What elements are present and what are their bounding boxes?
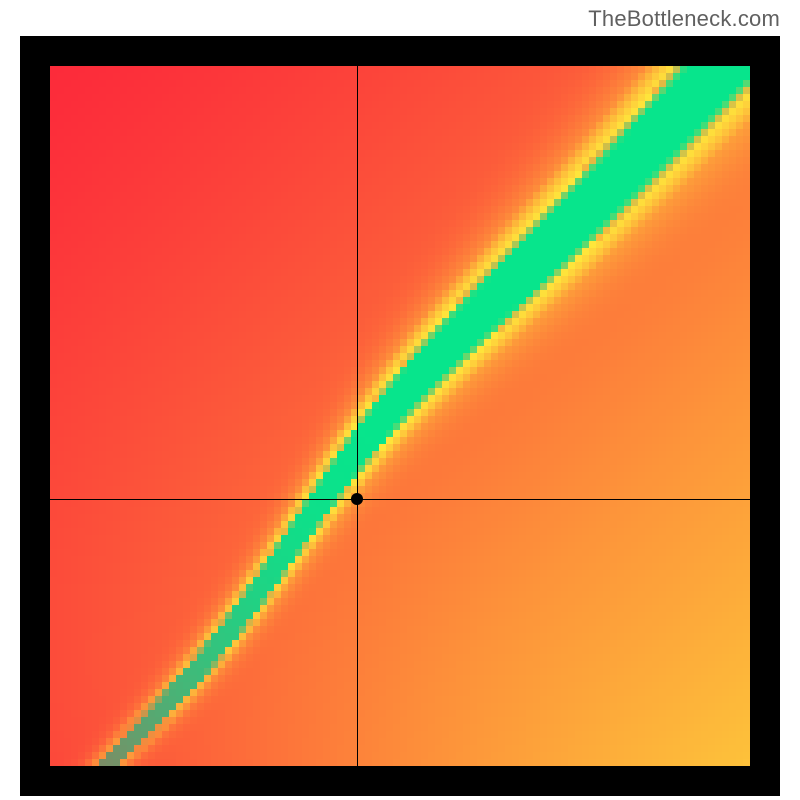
chart-plot-area xyxy=(50,66,750,766)
crosshair-horizontal xyxy=(50,499,750,500)
chart-frame xyxy=(20,36,780,796)
crosshair-vertical xyxy=(357,66,358,766)
page-root: TheBottleneck.com xyxy=(0,0,800,800)
watermark-text: TheBottleneck.com xyxy=(588,6,780,32)
crosshair-marker xyxy=(351,493,363,505)
heatmap-canvas xyxy=(50,66,750,766)
